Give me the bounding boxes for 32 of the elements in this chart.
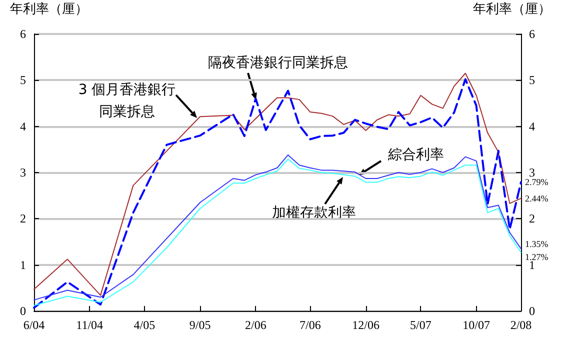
y2-tick-label: 5	[529, 73, 535, 88]
x-tick-label: 9/05	[189, 318, 211, 332]
y2-tick-label: 6	[529, 27, 535, 41]
x-tick-label: 5/07	[410, 318, 432, 332]
x-tick-label: 6/04	[23, 318, 45, 332]
x-tick-label: 11/04	[76, 318, 104, 332]
y-tick-label: 5	[20, 73, 26, 88]
y-tick-label: 0	[20, 304, 26, 318]
y2-axis-title: 年利率（厘）	[473, 1, 551, 17]
text: 隔夜香港銀行同業拆息	[208, 55, 348, 71]
y2-tick-label: 0	[529, 304, 535, 318]
x-tick-label: 2/06	[245, 318, 266, 332]
series-label: 加權存款利率	[272, 205, 356, 221]
series-label: 3 個月香港銀行同業拆息	[78, 82, 176, 120]
x-tick-label: 12/06	[352, 318, 380, 332]
annotation: 2.44%	[525, 193, 549, 204]
x-tick-label: 4/05	[134, 318, 156, 332]
series-label: 綜合利率	[387, 147, 444, 163]
y-tick-label: 6	[20, 27, 26, 41]
y2-tick-label: 4	[529, 119, 535, 134]
y-axis-title: 年利率（厘）	[10, 1, 88, 17]
x-tick-label: 7/06	[300, 318, 321, 332]
y2-tick-label: 2	[529, 212, 535, 226]
y-tick-label: 1	[20, 258, 26, 272]
y-tick-label: 4	[20, 119, 26, 134]
annotation: 2.79%	[525, 177, 549, 188]
y-tick-label: 2	[20, 212, 26, 226]
x-tick-label: 10/07	[462, 318, 490, 332]
y2-tick-label: 3	[529, 166, 535, 180]
annotation: 1.35%	[525, 239, 549, 250]
y-tick-label: 3	[20, 166, 26, 180]
x-tick-label: 2/08	[510, 318, 532, 332]
